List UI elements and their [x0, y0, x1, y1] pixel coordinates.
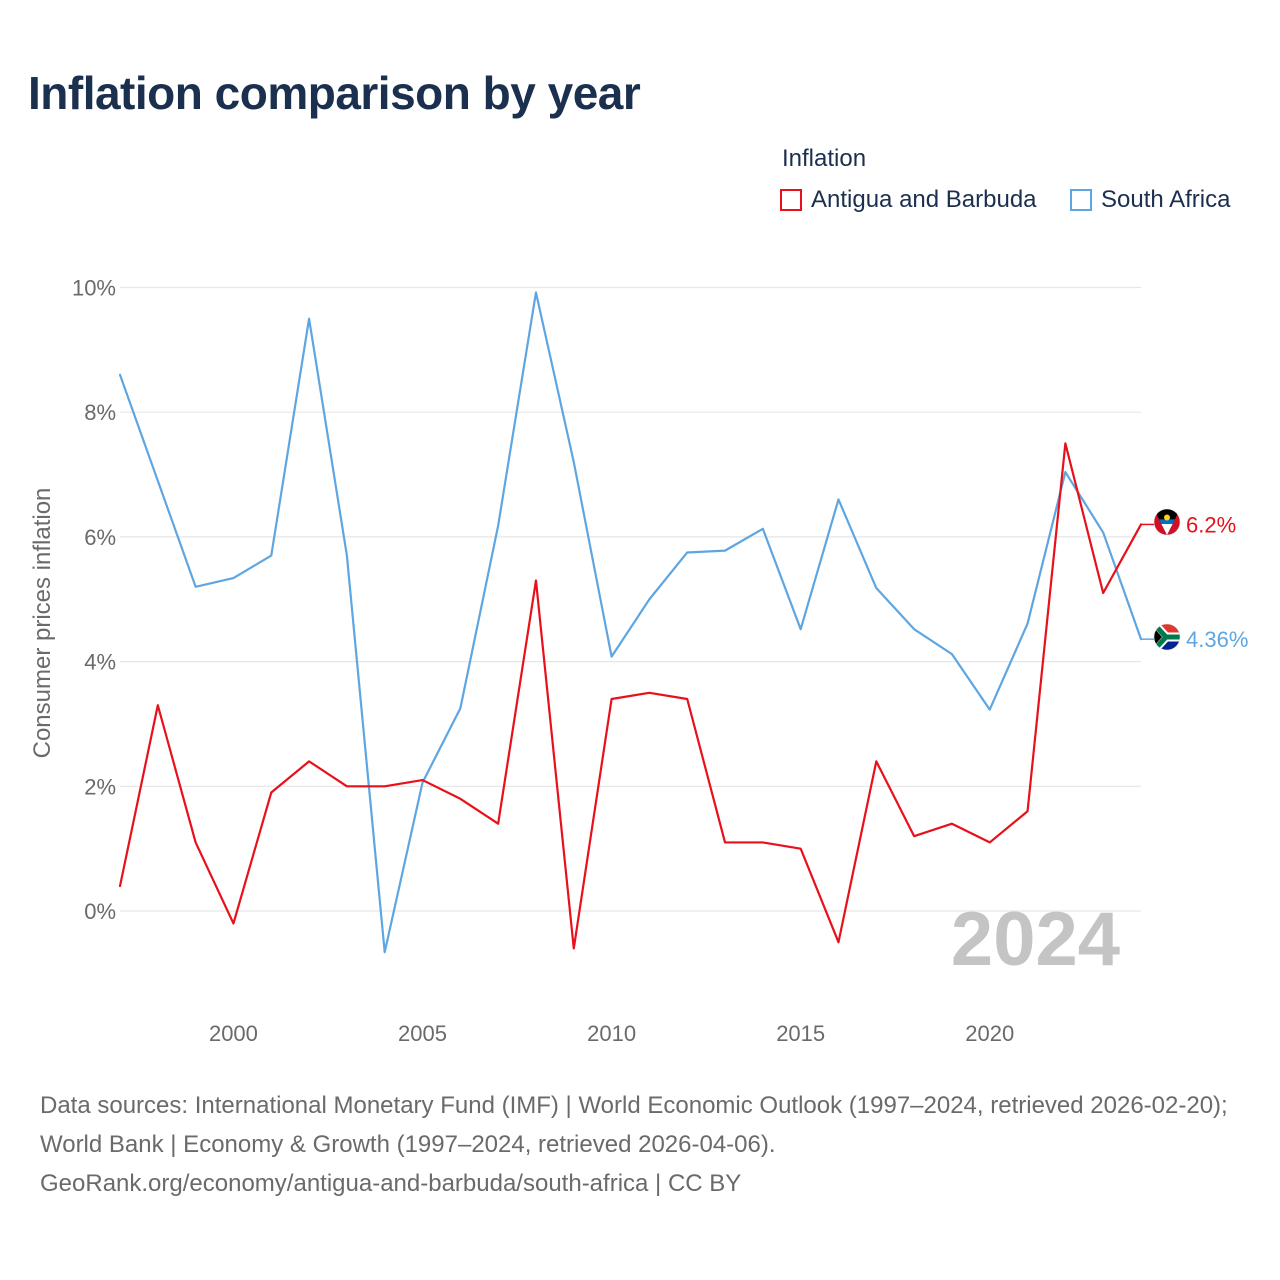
x-tick-label: 2005: [398, 1021, 447, 1046]
flag-south-africa-icon: [1153, 623, 1181, 651]
series-line-antigua-and-barbuda[interactable]: [118, 442, 1143, 950]
chart-title: Inflation comparison by year: [28, 67, 641, 119]
y-tick-label: 10%: [72, 276, 116, 301]
x-tick-label: 2015: [776, 1021, 825, 1046]
legend-title: Inflation: [782, 145, 867, 172]
y-tick-label: 4%: [84, 650, 116, 675]
y-tick-label: 6%: [84, 525, 116, 550]
x-tick-label: 2020: [965, 1021, 1014, 1046]
legend-label-south-africa: South Africa: [1101, 186, 1231, 213]
legend-item-antigua-and-barbuda[interactable]: Antigua and Barbuda: [780, 186, 1037, 214]
footer: Data sources: International Monetary Fun…: [40, 1086, 1250, 1203]
x-tick-label: 2000: [209, 1021, 258, 1046]
end-label-south-africa: 4.36%: [1186, 627, 1248, 652]
footer-attribution-link[interactable]: GeoRank.org/economy/antigua-and-barbuda/…: [40, 1170, 742, 1197]
y-tick-label: 2%: [84, 774, 116, 799]
line-chart: 0% 2% 4% 6% 8% 10% 2000 2005 2010 2015 2020 Consum…: [29, 276, 1248, 1047]
footer-sources: Data sources: International Monetary Fun…: [40, 1092, 1228, 1158]
legend-swatch-antigua-and-barbuda: [780, 189, 802, 211]
x-tick-label: 2010: [587, 1021, 636, 1046]
end-label-antigua-and-barbuda: 6.2%: [1186, 512, 1236, 537]
legend-item-south-africa[interactable]: South Africa: [1070, 186, 1230, 214]
y-tick-label: 0%: [84, 899, 116, 924]
series-line-south-africa[interactable]: [118, 291, 1143, 954]
legend-swatch-south-africa: [1070, 189, 1092, 211]
year-watermark: 2024: [951, 897, 1120, 982]
legend-label-antigua-and-barbuda: Antigua and Barbuda: [811, 186, 1037, 213]
flag-antigua-and-barbuda-icon: [1153, 508, 1181, 536]
y-axis-label: Consumer prices inflation: [29, 488, 56, 759]
y-tick-label: 8%: [84, 400, 116, 425]
